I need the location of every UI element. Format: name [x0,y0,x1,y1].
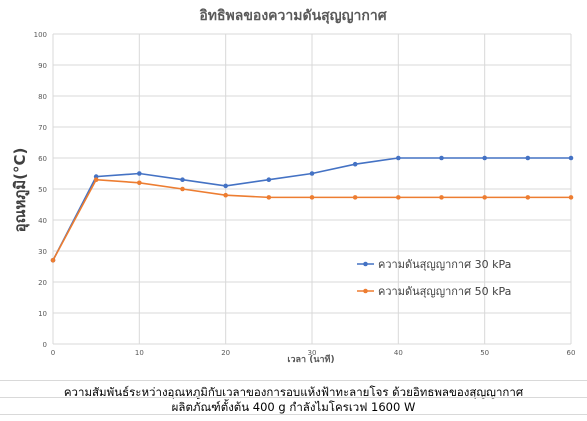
series-2-point [525,195,531,200]
label-layer: อิทธิพลของความดันสุญญากาศ เวลา (นาที) อุ… [11,8,388,365]
legend-swatch-marker [363,288,368,294]
x-tick-label: 20 [221,349,230,357]
y-axis-label: อุณหภูมิ(°C) [11,148,30,233]
series-2-point [266,195,272,200]
series-2-point [568,195,574,200]
series-1-point [396,155,401,161]
series-1-point [352,161,358,167]
chart-title: อิทธิพลของความดันสุญญากาศ [199,8,388,24]
y-tick-label: 20 [38,279,47,287]
sheet-gridline [0,414,587,415]
series-2-point [93,177,99,182]
y-tick-label: 50 [38,186,47,194]
caption-line-1: ความสัมพันธ์ระหว่างอุณหภูมิกับเวลาของการ… [63,385,524,399]
series-2-point [223,192,228,198]
y-tick-label: 30 [38,248,47,256]
series-2-point [137,180,142,186]
series-2-point [352,195,358,200]
series-1-point [266,177,272,182]
series-2-point [309,195,315,200]
series-1-point [180,177,185,182]
series-2-point [482,195,487,200]
series-1-point [525,155,531,161]
series-2-point [439,195,444,200]
x-tick-label: 0 [51,349,55,357]
legend: ความดันสุญญากาศ 30 kPa ความดันสุญญากาศ 50… [357,258,511,298]
y-tick-label: 70 [38,124,47,132]
x-tick-label: 60 [567,349,576,357]
x-tick-label: 40 [394,349,403,357]
legend-label-1: ความดันสุญญากาศ 30 kPa [378,258,511,271]
y-tick-label: 100 [34,31,47,39]
series-2-point [180,186,185,192]
y-tick-label: 90 [38,62,47,70]
series-1-point [137,171,142,176]
y-tick-label: 10 [38,310,47,318]
x-tick-label: 10 [135,349,144,357]
legend-swatch-marker [363,261,368,267]
series-1-point [439,155,444,161]
x-axis-label: เวลา (นาที) [287,354,334,365]
y-tick-label: 80 [38,93,47,101]
y-tick-label: 0 [43,341,47,349]
series-1-point [482,155,487,161]
y-tick-label: 40 [38,217,47,225]
x-tick-label: 30 [308,349,317,357]
grid-layer [52,33,572,345]
series-1-point [309,171,315,176]
series-1-point [223,183,228,189]
series-1-point [568,155,574,161]
series-2-point [396,195,401,200]
axis-layer: 0 10 20 30 40 50 60 70 80 90 100 0 10 20 30 40 50 60 [34,31,576,357]
sheet-gridline [0,380,587,381]
series-2-point [50,258,56,263]
x-tick-label: 50 [480,349,489,357]
sheet-gridline [0,397,587,398]
legend-label-2: ความดันสุญญากาศ 50 kPa [378,285,511,298]
y-tick-label: 60 [38,155,47,163]
caption-line-2: ผลิตภัณฑ์ตั้งต้น 400 g กำลังไมโครเวฟ 160… [171,400,416,414]
series-layer [50,155,574,263]
